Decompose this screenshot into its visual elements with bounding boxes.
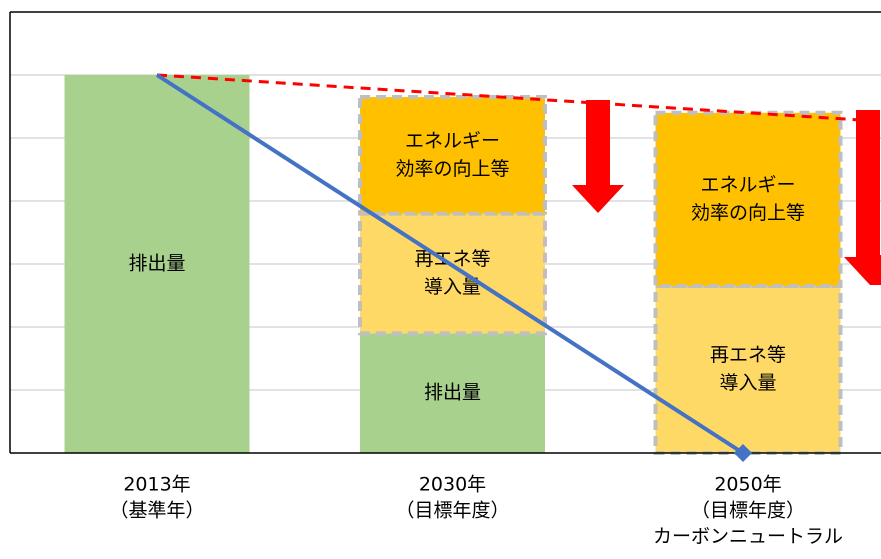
x-tick-label: カーボンニュートラル xyxy=(653,526,843,548)
reduction-arrow xyxy=(572,100,624,213)
target-line xyxy=(156,73,881,123)
x-tick-label: 2013年 xyxy=(123,474,190,496)
x-tick-label: （目標年度） xyxy=(395,500,509,522)
segment-label: 導入量 xyxy=(719,372,776,394)
bar-segment xyxy=(360,333,545,453)
x-tick-label: （基準年） xyxy=(109,500,204,522)
segment-label: エネルギー xyxy=(700,174,795,196)
segment-label: 導入量 xyxy=(424,276,481,298)
segment-label: 排出量 xyxy=(128,253,185,275)
bar-segment xyxy=(358,95,547,216)
segment-label: エネルギー xyxy=(405,130,500,152)
trend-marker xyxy=(734,444,752,462)
x-tick-label: （目標年度） xyxy=(691,500,805,522)
segment-label: 効率の向上等 xyxy=(691,202,805,224)
trend-line xyxy=(155,73,745,455)
x-tick-label: 2050年 xyxy=(714,474,781,496)
segment-label: 排出量 xyxy=(424,382,481,404)
segment-label: 再エネ等 xyxy=(710,344,786,366)
segment-label: 効率の向上等 xyxy=(395,158,509,180)
bar-segment xyxy=(653,284,843,455)
bar-segment xyxy=(358,211,547,336)
bar-segment xyxy=(64,75,250,453)
x-tick-label: 2030年 xyxy=(419,474,486,496)
reduction-arrow xyxy=(844,110,881,285)
bar-segment xyxy=(653,110,843,289)
